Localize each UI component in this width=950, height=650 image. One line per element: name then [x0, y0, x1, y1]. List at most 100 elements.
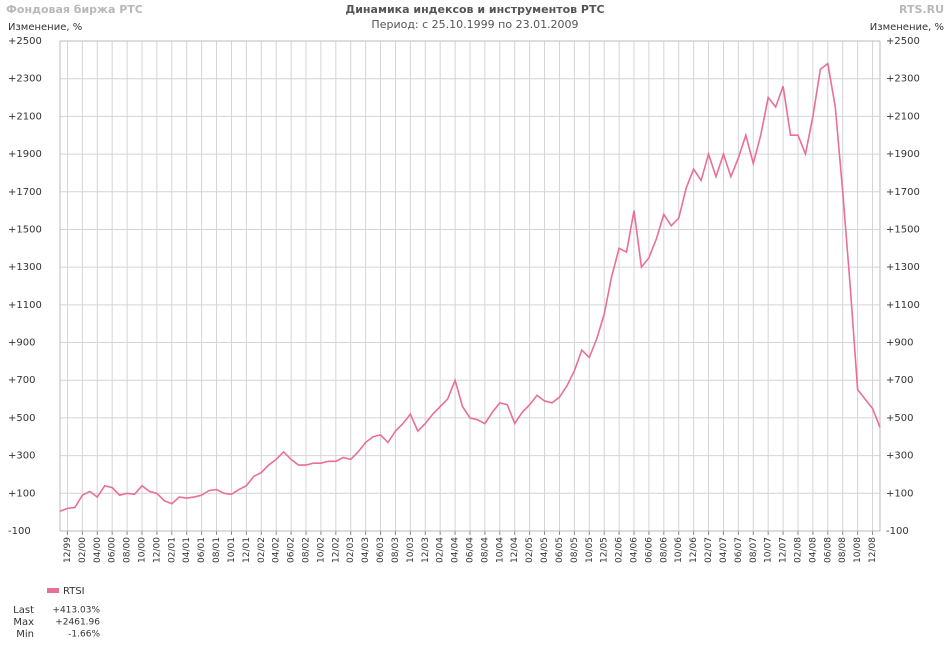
plot-frame — [59, 40, 881, 532]
y2-tick-label: +1100 — [886, 300, 920, 311]
x-tick-label: 02/06 — [615, 537, 625, 563]
y2-tick-label: +1700 — [886, 187, 920, 198]
x-tick-label: 08/02 — [302, 537, 312, 563]
x-tick-label: 08/06 — [659, 537, 669, 563]
x-tick-label: 04/05 — [540, 537, 550, 563]
x-tick-label: 02/08 — [794, 537, 804, 563]
x-tick-label: 04/06 — [630, 537, 640, 563]
y2-tick-label: +900 — [886, 338, 913, 349]
y2-tick-label: +300 — [886, 451, 913, 462]
x-tick-label: 12/04 — [510, 537, 520, 563]
y2-tick-label: -100 — [886, 526, 909, 537]
y-axis-label: Изменение, % — [8, 22, 82, 33]
x-tick-label: 08/07 — [749, 537, 759, 563]
legend-label: RTSI — [63, 586, 85, 597]
x-tick-label: 10/07 — [764, 537, 774, 563]
brand: Фондовая биржа РТС — [6, 3, 143, 16]
y-tick-label: +1700 — [8, 187, 42, 198]
x-tick-label: 12/99 — [63, 537, 73, 563]
x-tick-label: 10/06 — [674, 537, 684, 563]
x-tick-label: 10/04 — [495, 537, 505, 563]
chart-subtitle: Период: с 25.10.1999 по 23.01.2009 — [371, 18, 578, 31]
data-line — [59, 62, 881, 512]
x-tick-label: 10/08 — [853, 537, 863, 563]
x-tick-label: 12/06 — [689, 537, 699, 563]
x-tick-label: 04/02 — [272, 537, 282, 563]
x-tick-label: 06/03 — [376, 537, 386, 563]
y-tick-label: +2300 — [8, 74, 42, 85]
x-tick-label: 02/05 — [525, 537, 535, 563]
stat-value: +2461.96 — [55, 618, 100, 628]
y-tick-label: +1500 — [8, 224, 42, 235]
stat-label: Min — [16, 629, 34, 640]
x-tick-label: 12/08 — [868, 537, 878, 563]
stat-value: +413.03% — [52, 606, 100, 616]
x-tick-label: 12/02 — [331, 537, 341, 563]
y-tick-label: +2500 — [8, 36, 42, 47]
stat-label: Max — [13, 617, 34, 628]
x-tick-label: 04/07 — [719, 537, 729, 563]
y-tick-label: +300 — [8, 451, 35, 462]
y2-tick-label: +500 — [886, 413, 913, 424]
x-tick-label: 06/00 — [108, 537, 118, 563]
x-tick-label: 04/03 — [361, 537, 371, 563]
x-tick-label: 04/04 — [451, 537, 461, 563]
y2-tick-label: +2100 — [886, 111, 920, 122]
x-tick-label: 08/05 — [570, 537, 580, 563]
site: RTS.RU — [899, 3, 944, 16]
x-tick-label: 12/05 — [600, 537, 610, 563]
chart-title: Динамика индексов и инструментов РТС — [345, 3, 604, 16]
x-tick-label: 04/00 — [93, 537, 103, 563]
x-tick-label: 10/03 — [406, 537, 416, 563]
x-tick-label: 06/07 — [734, 537, 744, 563]
y2-tick-label: +1300 — [886, 262, 920, 273]
x-tick-label: 08/08 — [838, 537, 848, 563]
y-tick-label: +700 — [8, 375, 35, 386]
x-tick-label: 08/01 — [212, 537, 222, 563]
x-tick-label: 12/00 — [152, 537, 162, 563]
y-tick-label: -100 — [8, 526, 31, 537]
legend-swatch — [47, 588, 59, 593]
y-tick-label: +1900 — [8, 149, 42, 160]
y-tick-label: +900 — [8, 338, 35, 349]
x-tick-label: 10/05 — [585, 537, 595, 563]
x-tick-label: 06/05 — [555, 537, 565, 563]
x-tick-label: 10/02 — [316, 537, 326, 563]
y2-tick-label: +1900 — [886, 149, 920, 160]
x-tick-label: 02/02 — [257, 537, 267, 563]
x-tick-label: 10/01 — [227, 537, 237, 563]
y-tick-label: +100 — [8, 488, 35, 499]
x-tick-label: 06/02 — [287, 537, 297, 563]
x-tick-label: 08/04 — [480, 537, 490, 563]
y2-tick-label: +100 — [886, 488, 913, 499]
x-tick-label: 04/08 — [808, 537, 818, 563]
y2-tick-label: +1500 — [886, 224, 920, 235]
stat-value: -1.66% — [68, 630, 100, 640]
x-tick-label: 12/03 — [421, 537, 431, 563]
x-tick-label: 02/03 — [346, 537, 356, 563]
x-tick-label: 10/00 — [138, 537, 148, 563]
y2-axis-label: Изменение, % — [870, 22, 944, 33]
x-tick-label: 02/00 — [78, 537, 88, 563]
x-tick-label: 02/07 — [704, 537, 714, 563]
x-tick-label: 06/01 — [197, 537, 207, 563]
x-tick-label: 06/04 — [466, 537, 476, 563]
y-tick-label: +1100 — [8, 300, 42, 311]
stat-label: Last — [13, 605, 34, 616]
y2-tick-label: +2300 — [886, 74, 920, 85]
y-tick-label: +500 — [8, 413, 35, 424]
x-tick-label: 12/07 — [779, 537, 789, 563]
x-tick-label: 08/03 — [391, 537, 401, 563]
y-tick-label: +1300 — [8, 262, 42, 273]
y2-tick-label: +2500 — [886, 36, 920, 47]
x-tick-label: 12/01 — [242, 537, 252, 563]
x-tick-label: 06/08 — [823, 537, 833, 563]
y2-tick-label: +700 — [886, 375, 913, 386]
x-tick-label: 02/04 — [436, 537, 446, 563]
x-tick-label: 06/06 — [644, 537, 654, 563]
x-tick-label: 02/01 — [167, 537, 177, 563]
y-tick-label: +2100 — [8, 111, 42, 122]
x-tick-label: 08/00 — [123, 537, 133, 563]
